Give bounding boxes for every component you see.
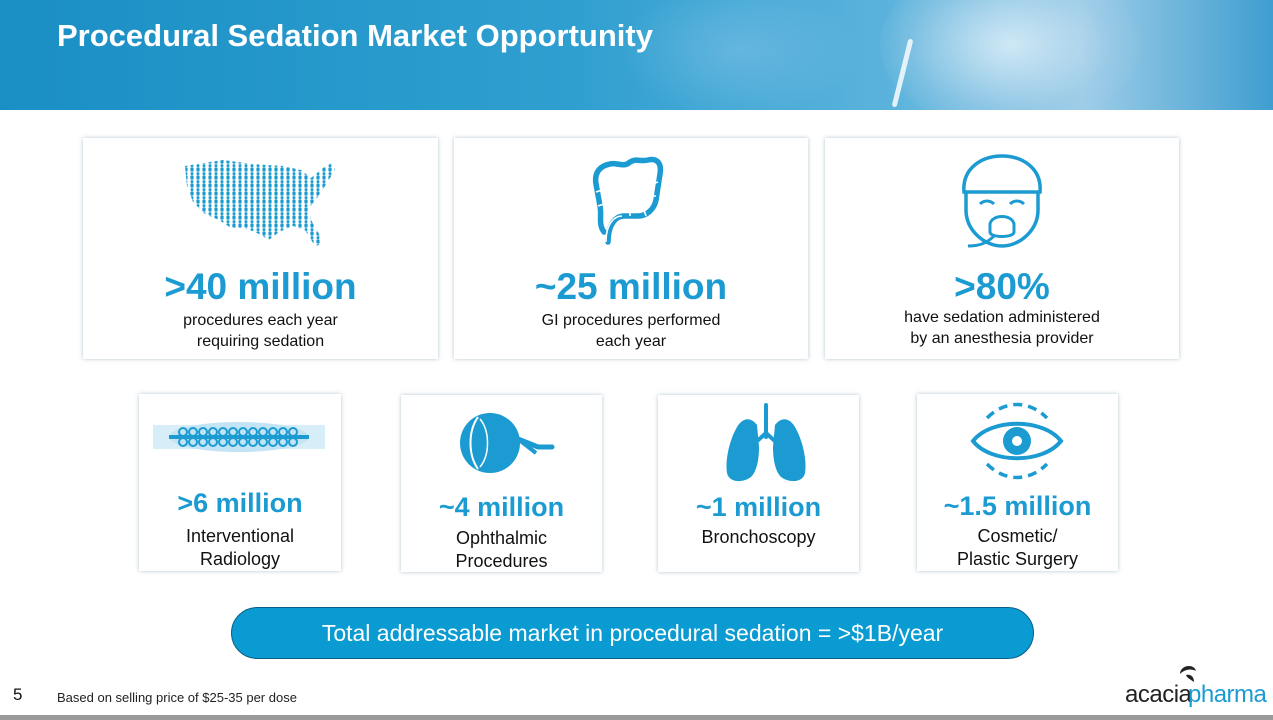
stat-card-cosmetic: ~1.5 million Cosmetic/ Plastic Surgery xyxy=(917,394,1118,571)
eyeball-icon xyxy=(460,413,555,473)
stat-card-bronchoscopy: ~1 million Bronchoscopy xyxy=(658,395,859,572)
stat-description: Interventional Radiology xyxy=(185,526,295,570)
stent-icon xyxy=(153,422,325,452)
stat-description: GI procedures performed each year xyxy=(541,312,721,350)
stat-card-anesthesia: >80% have sedation administered by an an… xyxy=(825,138,1179,359)
header-banner: Procedural Sedation Market Opportunity xyxy=(0,0,1273,110)
eye-icon xyxy=(970,402,1064,480)
stat-value: >80% xyxy=(954,266,1050,307)
stat-description: have sedation administered by an anesthe… xyxy=(904,309,1100,347)
acacia-pharma-logo: acacia pharma xyxy=(1125,662,1267,710)
usa-map-people-icon xyxy=(185,160,335,246)
stat-value: ~4 million xyxy=(438,492,565,522)
page-number: 5 xyxy=(13,685,23,704)
patient-mask-icon xyxy=(962,154,1042,248)
total-market-banner: Total addressable market in procedural s… xyxy=(231,607,1034,659)
stat-value: >6 million xyxy=(177,488,303,518)
lungs-icon xyxy=(726,403,806,482)
page-title: Procedural Sedation Market Opportunity xyxy=(57,18,653,53)
logo-mark-icon xyxy=(1180,665,1196,682)
stat-card-gi: ~25 million GI procedures performed each… xyxy=(454,138,808,359)
footnote: Based on selling price of $25-35 per dos… xyxy=(57,690,297,705)
stat-card-ophthalmic: ~4 million Ophthalmic Procedures xyxy=(401,395,602,572)
logo-text-acacia: acacia xyxy=(1125,681,1192,708)
colon-icon xyxy=(592,156,664,245)
footer-bar xyxy=(0,715,1273,720)
stat-value: ~25 million xyxy=(534,266,728,307)
stat-description: Ophthalmic Procedures xyxy=(455,528,548,572)
stat-description: Cosmetic/ Plastic Surgery xyxy=(956,526,1079,570)
stat-value: >40 million xyxy=(164,266,357,307)
logo-text-pharma: pharma xyxy=(1188,681,1267,708)
stat-card-radiology: >6 million Interventional Radiology xyxy=(139,394,341,571)
stat-description: procedures each year requiring sedation xyxy=(183,312,338,350)
stat-value: ~1.5 million xyxy=(943,491,1092,521)
stat-value: ~1 million xyxy=(695,492,822,522)
stat-description: Bronchoscopy xyxy=(701,527,816,547)
stat-card-procedures: >40 million procedures each year requiri… xyxy=(83,138,438,359)
